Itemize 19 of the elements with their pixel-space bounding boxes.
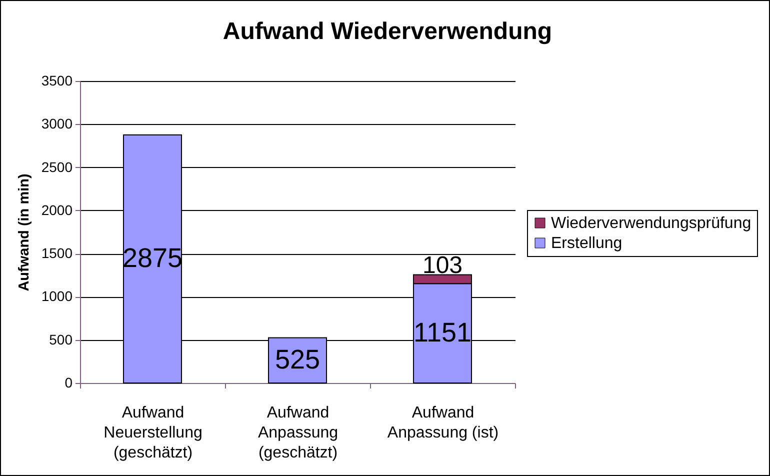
data-label: 525 xyxy=(274,344,320,374)
y-tick-label: 0 xyxy=(64,374,73,390)
y-tick-label: 2000 xyxy=(41,202,73,218)
y-tick-label: 1500 xyxy=(41,245,73,262)
chart-title: Aufwand Wiederverwendung xyxy=(222,18,552,45)
y-tick-label: 1000 xyxy=(41,288,73,304)
x-tick-label: Aufwand Anpassung (ist) xyxy=(387,404,499,442)
y-tick-label: 500 xyxy=(49,331,73,348)
legend-label: Erstellung xyxy=(551,235,622,252)
x-tick-label: Aufwand Neuerstellung (geschätzt) xyxy=(104,404,202,462)
legend-label: Wiederverwendungsprüfung xyxy=(551,215,752,232)
y-tick-label: 3500 xyxy=(41,72,73,88)
data-label: 2875 xyxy=(122,242,183,273)
y-tick-label: 2500 xyxy=(41,158,73,175)
y-axis-title: Aufwand (in min) xyxy=(16,174,32,292)
data-label: 103 xyxy=(422,252,463,279)
x-tick-label: Aufwand Anpassung (geschätzt) xyxy=(258,404,338,462)
data-label: 1151 xyxy=(413,317,472,348)
y-tick-label: 3000 xyxy=(41,116,73,132)
